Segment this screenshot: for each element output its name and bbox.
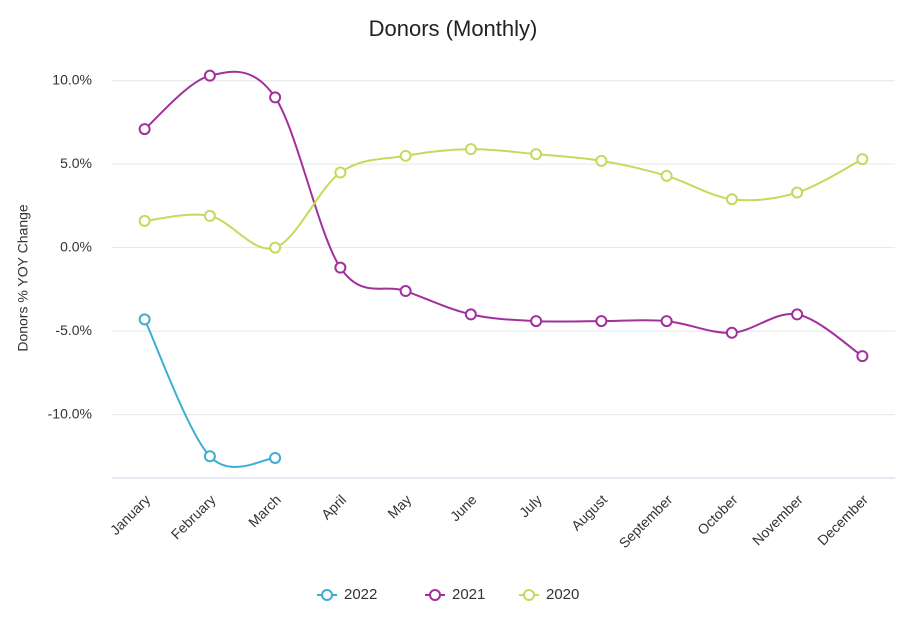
point bbox=[203, 209, 216, 222]
y-tick-label: 5.0% bbox=[60, 155, 92, 171]
x-tick-label: December bbox=[814, 491, 871, 548]
point bbox=[856, 153, 869, 166]
point bbox=[791, 186, 804, 199]
point bbox=[334, 166, 347, 179]
x-tick-label: August bbox=[568, 491, 610, 533]
legend-label: 2021 bbox=[452, 586, 485, 603]
legend-item: 2020 bbox=[519, 586, 579, 603]
point bbox=[660, 169, 673, 182]
point bbox=[138, 313, 151, 326]
point bbox=[530, 315, 543, 328]
y-tick-label: 10.0% bbox=[52, 71, 92, 87]
x-tick-label: October bbox=[694, 491, 741, 538]
point bbox=[725, 193, 738, 206]
point bbox=[725, 326, 738, 339]
point bbox=[595, 154, 608, 167]
x-tick-label: November bbox=[749, 491, 806, 548]
point bbox=[856, 350, 869, 363]
point bbox=[399, 149, 412, 162]
point bbox=[334, 261, 347, 274]
point bbox=[464, 308, 477, 321]
legend-label: 2020 bbox=[546, 586, 579, 603]
legend-label: 2022 bbox=[344, 586, 377, 603]
point bbox=[791, 308, 804, 321]
point bbox=[203, 450, 216, 463]
point bbox=[595, 315, 608, 328]
y-tick-label: -5.0% bbox=[55, 322, 92, 338]
x-tick-label: June bbox=[447, 491, 480, 524]
point bbox=[138, 123, 151, 136]
point bbox=[464, 143, 477, 156]
y-tick-label: 0.0% bbox=[60, 238, 92, 254]
legend-marker bbox=[523, 589, 535, 601]
point bbox=[269, 91, 282, 104]
x-tick-label: February bbox=[168, 491, 219, 542]
point bbox=[203, 69, 216, 82]
x-tick-label: September bbox=[616, 491, 676, 551]
x-tick-label: March bbox=[245, 491, 284, 530]
legend-marker bbox=[429, 589, 441, 601]
point bbox=[530, 148, 543, 161]
y-tick-label: -10.0% bbox=[48, 405, 92, 421]
legend-item: 2021 bbox=[425, 586, 485, 603]
x-tick-label: April bbox=[318, 491, 349, 522]
series bbox=[138, 69, 869, 363]
point bbox=[269, 241, 282, 254]
point bbox=[138, 214, 151, 227]
chart-title: Donors (Monthly) bbox=[369, 16, 538, 41]
x-tick-label: July bbox=[516, 491, 545, 520]
point bbox=[269, 451, 282, 464]
point bbox=[399, 285, 412, 298]
line bbox=[143, 318, 276, 468]
x-tick-label: January bbox=[107, 491, 154, 538]
series bbox=[138, 143, 869, 254]
legend-item: 2022 bbox=[317, 586, 377, 603]
legend-marker bbox=[321, 589, 333, 601]
point bbox=[660, 315, 673, 328]
x-tick-label: May bbox=[384, 491, 414, 521]
y-axis-title: Donors % YOY Change bbox=[15, 204, 31, 352]
series bbox=[138, 313, 282, 468]
line bbox=[143, 70, 863, 357]
